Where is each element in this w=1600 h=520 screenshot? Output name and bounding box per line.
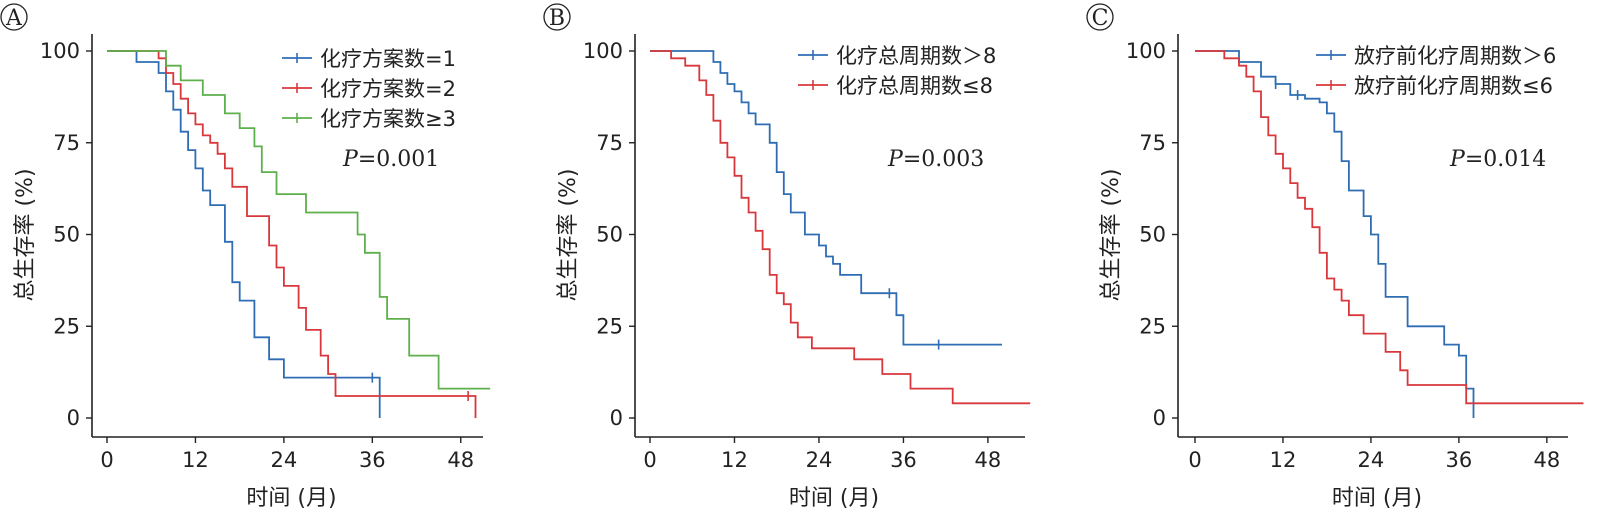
y-tick-label: 25 xyxy=(1139,314,1166,338)
series-line-2 xyxy=(107,50,477,418)
y-tick-label: 100 xyxy=(40,39,80,63)
panel-letter-circle xyxy=(0,3,28,31)
legend-label: 放疗前化疗周期数≤6 xyxy=(1354,74,1553,98)
series-line-1 xyxy=(1195,50,1475,418)
p-value-label: P=0.014 xyxy=(1449,147,1546,172)
x-tick-label: 48 xyxy=(447,448,474,472)
panel-letter: C xyxy=(1092,6,1109,31)
y-tick-label: 0 xyxy=(1153,406,1166,430)
x-tick-label: 48 xyxy=(975,448,1002,472)
p-value-label: P=0.001 xyxy=(342,147,439,172)
y-tick-label: 25 xyxy=(53,314,80,338)
x-tick-label: 24 xyxy=(1358,448,1385,472)
y-axis-title: 总生存率 (%) xyxy=(556,168,581,301)
y-axis-title: 总生存率 (%) xyxy=(13,168,38,301)
x-axis-title: 时间 (月) xyxy=(789,486,879,511)
panel-letter: A xyxy=(5,6,23,31)
series-line-1 xyxy=(650,50,1002,346)
chart-panel-a: A 0 25 50 75 100 0 12 24 36 48 时间 (月) 总生存率 (%) 化疗方案数=… xyxy=(0,3,491,511)
legend-label: 化疗方案数≥3 xyxy=(320,107,456,131)
y-tick-label: 50 xyxy=(1139,223,1166,247)
p-value: =0.014 xyxy=(1465,147,1546,172)
y-tick-label: 50 xyxy=(53,223,80,247)
y-tick-label: 100 xyxy=(583,39,623,63)
legend-label: 化疗方案数=2 xyxy=(320,77,456,101)
p-symbol: P xyxy=(1449,147,1466,172)
x-tick-label: 36 xyxy=(1446,448,1473,472)
series-line-3 xyxy=(107,50,491,390)
x-axis-title: 时间 (月) xyxy=(1332,486,1422,511)
panel-letter-circle xyxy=(543,3,571,31)
y-tick-label: 75 xyxy=(596,131,623,155)
legend-label: 化疗总周期数≤8 xyxy=(836,74,993,98)
x-tick-label: 36 xyxy=(359,448,386,472)
panel-letter: B xyxy=(549,6,565,31)
series-line-1 xyxy=(107,50,381,418)
x-tick-label: 12 xyxy=(1270,448,1297,472)
y-tick-label: 100 xyxy=(1126,39,1166,63)
y-tick-label: 75 xyxy=(53,131,80,155)
legend-label: 放疗前化疗周期数＞6 xyxy=(1354,44,1556,68)
legend-label: 化疗方案数=1 xyxy=(320,47,456,71)
p-symbol: P xyxy=(342,147,359,172)
legend-label: 化疗总周期数＞8 xyxy=(836,44,996,68)
p-symbol: P xyxy=(887,147,904,172)
x-tick-label: 48 xyxy=(1533,448,1560,472)
x-tick-label: 0 xyxy=(100,448,113,472)
y-tick-label: 0 xyxy=(610,406,623,430)
series-line-2 xyxy=(650,50,1031,405)
p-value: =0.003 xyxy=(903,147,984,172)
x-tick-label: 36 xyxy=(890,448,917,472)
panel-letter-circle xyxy=(1086,3,1114,31)
x-tick-label: 24 xyxy=(806,448,833,472)
x-tick-label: 12 xyxy=(182,448,209,472)
p-value-label: P=0.003 xyxy=(887,147,984,172)
x-tick-label: 0 xyxy=(643,448,656,472)
chart-panel-c: C 0 25 50 75 100 0 12 24 36 48 时间 (月) 总生存率 (%) 放疗前化疗周… xyxy=(1086,3,1584,511)
p-value: =0.001 xyxy=(358,147,439,172)
y-tick-label: 0 xyxy=(67,406,80,430)
y-axis-title: 总生存率 (%) xyxy=(1099,168,1124,301)
x-tick-label: 24 xyxy=(271,448,298,472)
x-axis-title: 时间 (月) xyxy=(246,486,336,511)
x-tick-label: 12 xyxy=(721,448,748,472)
y-tick-label: 75 xyxy=(1139,131,1166,155)
chart-panel-b: B 0 25 50 75 100 0 12 24 36 48 时间 (月) 总生存率 (%) 化疗总周期数… xyxy=(543,3,1031,511)
y-tick-label: 25 xyxy=(596,314,623,338)
series-line-2 xyxy=(1195,50,1584,405)
y-tick-label: 50 xyxy=(596,223,623,247)
x-tick-label: 0 xyxy=(1188,448,1201,472)
